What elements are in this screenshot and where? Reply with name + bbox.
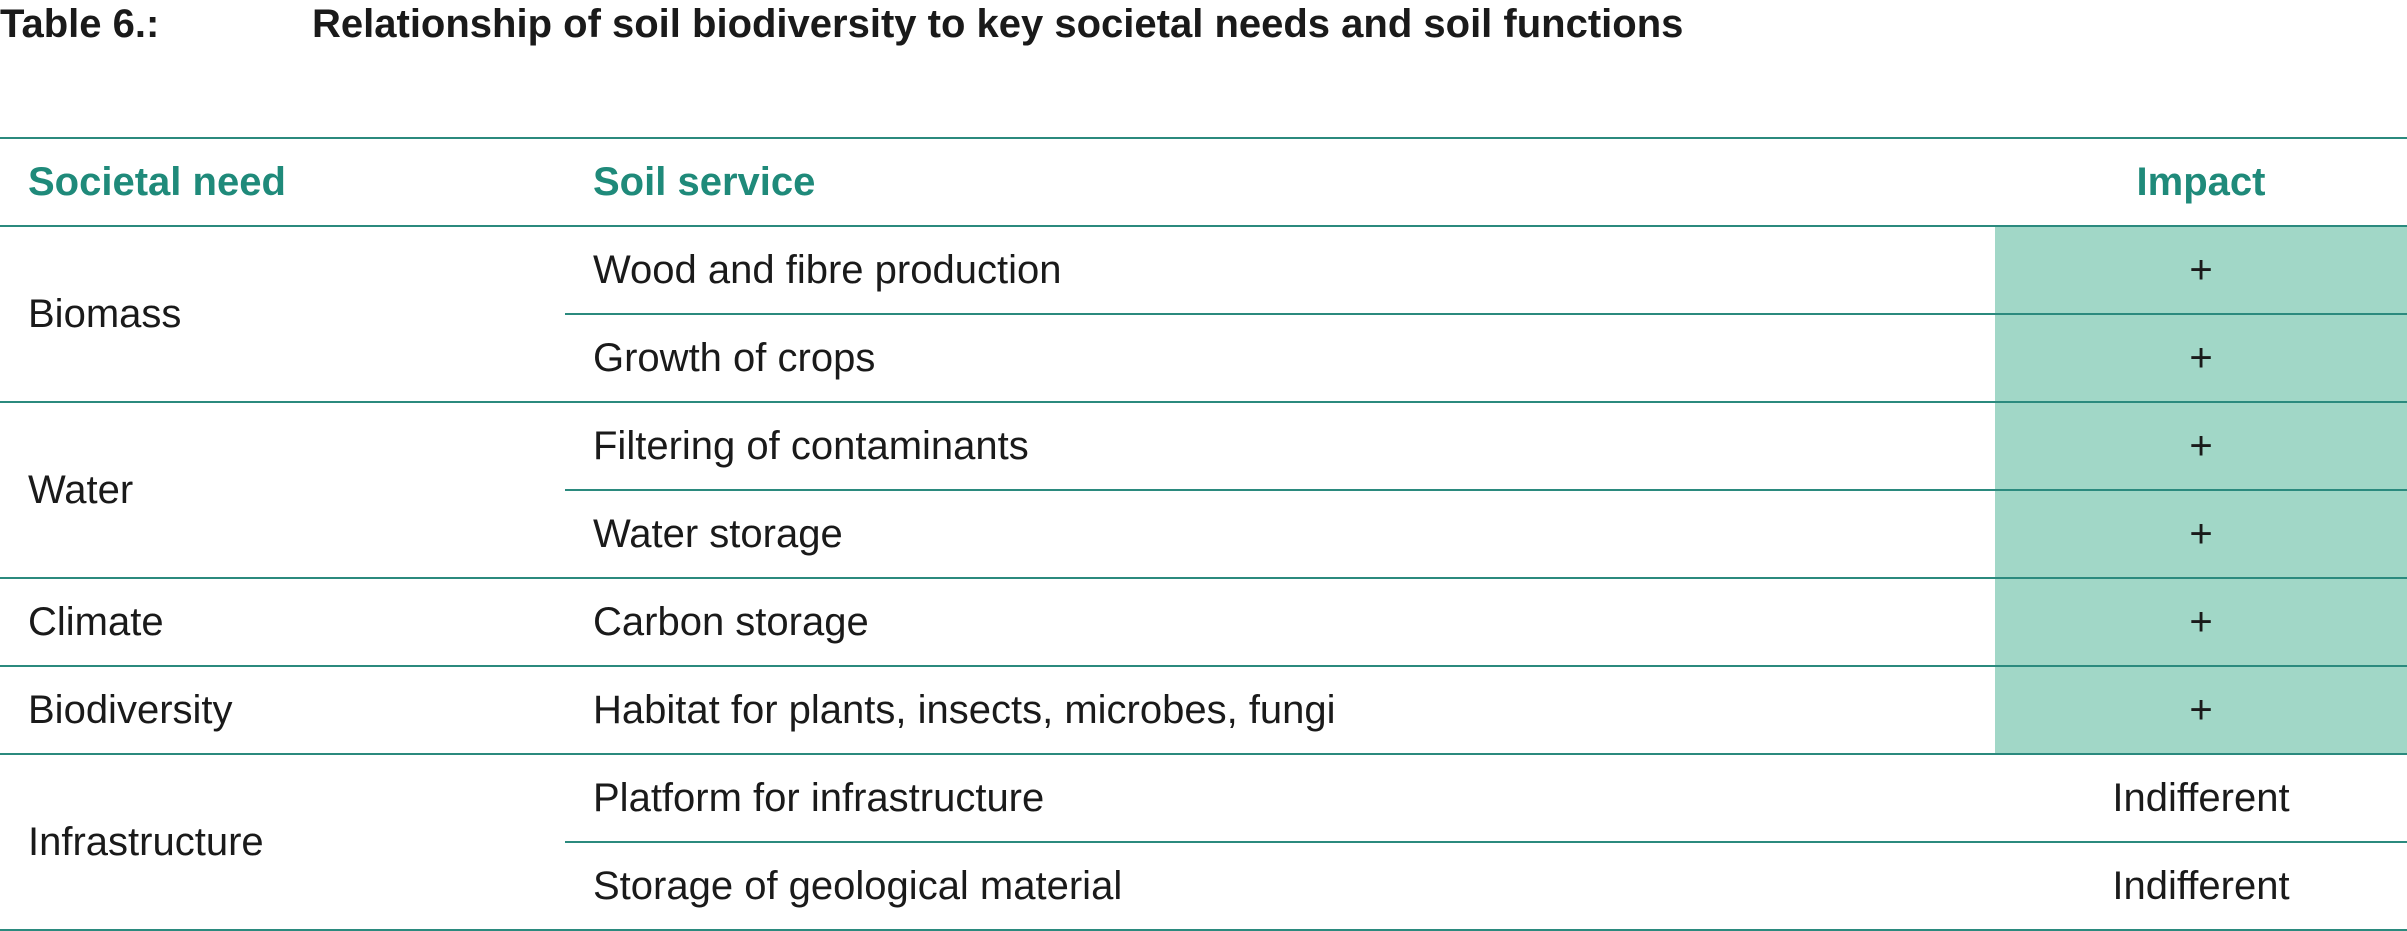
impact-cell: + xyxy=(1995,578,2407,667)
soil-service-cell: Growth of crops xyxy=(565,314,1995,403)
societal-need-cell: Biodiversity xyxy=(0,666,565,755)
table-row: Biomass Wood and fibre production + xyxy=(0,226,2407,403)
table-row: Storage of geological material Indifferen… xyxy=(0,842,2407,931)
impact-cell: + xyxy=(1995,226,2407,315)
table-row: Water Filtering of contaminants + xyxy=(0,402,2407,579)
column-header-societal-need: Societal need xyxy=(0,138,565,227)
impact-cell: + xyxy=(1995,666,2407,755)
table-title: Relationship of soil biodiversity to key… xyxy=(312,2,1684,46)
table-row: Water storage + xyxy=(0,490,2407,579)
impact-cell: + xyxy=(1995,490,2407,579)
soil-service-cell: Carbon storage xyxy=(565,578,1995,667)
societal-need-cell: Infrastructure xyxy=(0,754,565,931)
soil-service-cell: Filtering of contaminants xyxy=(565,402,1995,491)
societal-need-cell: Water xyxy=(0,402,565,579)
impact-cell: + xyxy=(1995,402,2407,491)
soil-biodiversity-table: Societal need Soil service Impact Biomas… xyxy=(0,137,2407,931)
soil-service-cell: Wood and fibre production xyxy=(565,226,1995,315)
soil-service-cell: Habitat for plants, insects, microbes, f… xyxy=(565,666,1995,755)
table-body: Biomass Wood and fibre production + Growth … xyxy=(0,226,2407,931)
impact-cell: Indifferent xyxy=(1995,842,2407,931)
societal-need-cell: Climate xyxy=(0,578,565,667)
table-number: Table 6.: xyxy=(0,2,160,46)
column-header-impact: Impact xyxy=(1995,138,2407,227)
soil-service-cell: Water storage xyxy=(565,490,1995,579)
impact-cell: Indifferent xyxy=(1995,754,2407,843)
table-row: Climate Carbon storage + xyxy=(0,578,2407,667)
soil-service-cell: Platform for infrastructure xyxy=(565,754,1995,843)
table-row: Infrastructure Platform for infrastructur… xyxy=(0,754,2407,931)
impact-cell: + xyxy=(1995,314,2407,403)
table-row: Biodiversity Habitat for plants, insects,… xyxy=(0,666,2407,755)
societal-need-cell: Biomass xyxy=(0,226,565,403)
soil-service-cell: Storage of geological material xyxy=(565,842,1995,931)
table-header-row: Societal need Soil service Impact xyxy=(0,138,2407,227)
table-row: Growth of crops + xyxy=(0,314,2407,403)
column-header-soil-service: Soil service xyxy=(565,138,1995,227)
